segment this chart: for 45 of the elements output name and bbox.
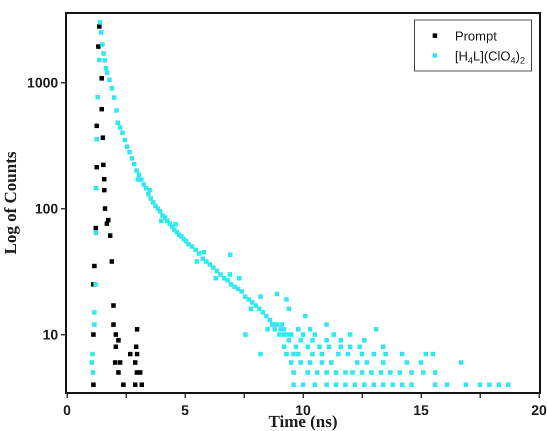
point — [114, 332, 118, 337]
point — [108, 233, 112, 238]
point — [138, 370, 142, 375]
point — [132, 382, 138, 387]
x-tick-label: 20 — [531, 402, 547, 418]
x-tick-label: 5 — [181, 402, 190, 418]
point — [97, 24, 102, 29]
point — [116, 370, 121, 375]
point — [94, 164, 99, 170]
y-axis-title: Log of Counts — [1, 151, 20, 254]
point — [112, 360, 118, 365]
point — [99, 106, 104, 112]
point — [91, 332, 96, 337]
x-tick-label: 0 — [63, 402, 72, 418]
legend-label: Prompt — [454, 28, 498, 44]
point — [111, 303, 116, 308]
point — [94, 226, 98, 230]
point — [111, 322, 116, 327]
point — [102, 206, 108, 211]
point — [134, 344, 138, 350]
point — [100, 135, 106, 140]
point — [99, 76, 104, 81]
point — [114, 344, 118, 350]
point — [118, 360, 122, 365]
point — [132, 360, 138, 365]
point — [102, 176, 107, 182]
point — [102, 188, 107, 192]
point — [134, 327, 140, 332]
point — [116, 338, 121, 343]
y-tick-label: 1000 — [27, 74, 58, 90]
y-tick-label: 10 — [42, 326, 58, 342]
point — [101, 162, 106, 168]
point — [128, 352, 132, 356]
x-tick-label: 15 — [413, 402, 429, 418]
point — [92, 264, 97, 268]
legend-label: [H$_{4}$L](ClO$_{4}$)$_{2}$ — [454, 48, 526, 66]
point — [94, 124, 99, 128]
y-tick-label: 100 — [34, 200, 58, 216]
point — [121, 382, 126, 387]
point — [104, 221, 110, 226]
point — [96, 44, 101, 49]
point — [134, 352, 140, 356]
point — [140, 382, 144, 387]
point — [110, 259, 114, 264]
point — [91, 382, 96, 387]
